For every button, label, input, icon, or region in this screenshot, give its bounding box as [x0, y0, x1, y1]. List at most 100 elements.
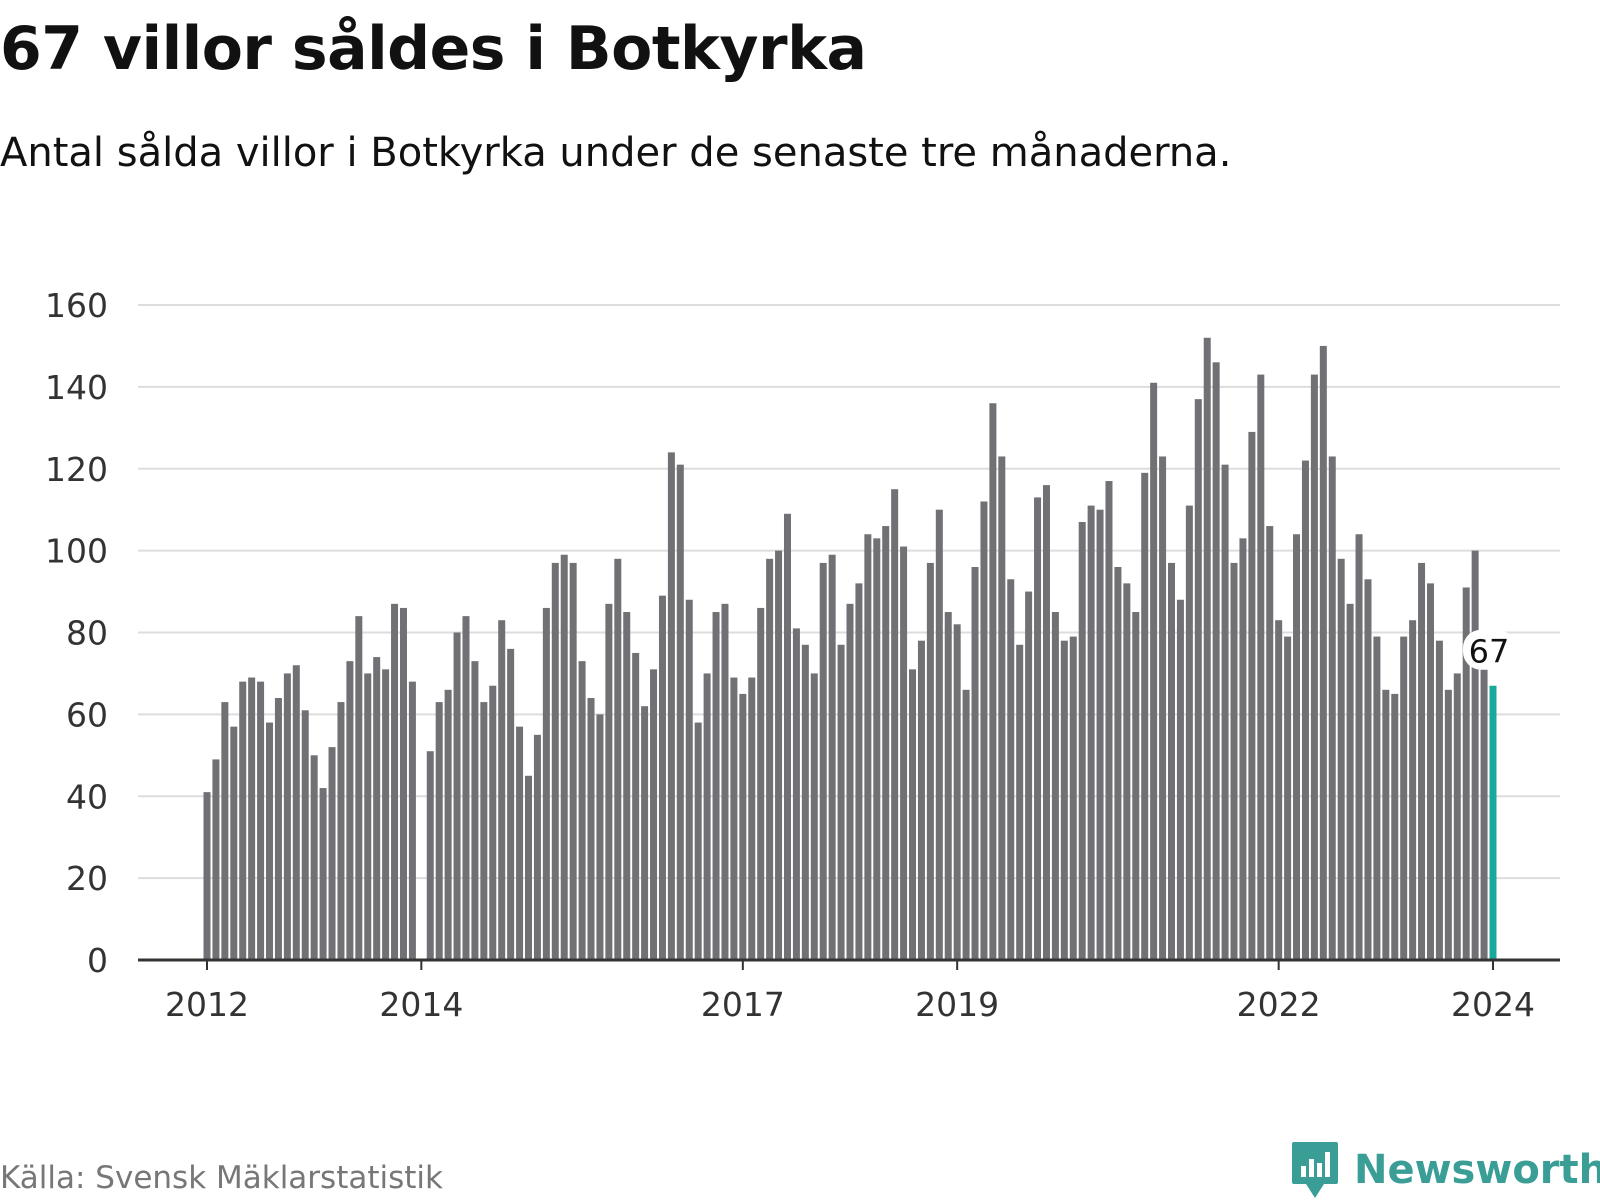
bar [1266, 526, 1274, 960]
bar [1319, 345, 1327, 960]
bar [435, 702, 443, 960]
bar [1257, 374, 1265, 960]
bar [364, 673, 372, 960]
bar [1426, 583, 1434, 960]
bar [1346, 603, 1354, 960]
bar [507, 648, 515, 960]
bar [1489, 685, 1497, 960]
x-tick-label: 2017 [701, 985, 785, 1024]
x-tick-label: 2014 [379, 985, 463, 1024]
bar [1453, 673, 1461, 960]
bar [1060, 640, 1068, 960]
bar [408, 681, 416, 960]
bar [426, 751, 434, 960]
bar [792, 628, 800, 960]
bar [1007, 579, 1015, 960]
y-tick-label: 80 [66, 614, 108, 653]
bar [1355, 534, 1363, 960]
bar [1373, 636, 1381, 960]
bar [917, 640, 925, 960]
bar [873, 538, 881, 960]
bar [310, 755, 318, 960]
bar-chart-logo-icon [1292, 1142, 1338, 1198]
bar [783, 513, 791, 960]
bar [1284, 636, 1292, 960]
bar [1078, 521, 1086, 960]
bar [1310, 374, 1318, 960]
bar [516, 726, 524, 960]
y-tick-label: 120 [45, 450, 108, 489]
bar [953, 624, 961, 960]
bar [1391, 693, 1399, 960]
bar [346, 661, 354, 960]
bar [391, 603, 399, 960]
bar [1185, 505, 1193, 960]
x-axis: 2012 2014 2017 2019 2022 2024 [138, 958, 1560, 1024]
bar [1435, 640, 1443, 960]
y-tick-label: 20 [66, 859, 108, 898]
bar [641, 706, 649, 960]
y-tick-label: 0 [87, 941, 108, 980]
bar [1042, 485, 1050, 960]
bar [685, 599, 693, 960]
bar [1462, 587, 1470, 960]
bar [382, 669, 390, 960]
bar [230, 726, 238, 960]
bar [1016, 644, 1024, 960]
bar [328, 747, 336, 960]
bar [221, 702, 229, 960]
bar [944, 612, 952, 960]
x-tick-label: 2012 [165, 985, 249, 1024]
bar [882, 526, 890, 960]
bar [1364, 579, 1372, 960]
bar [855, 583, 863, 960]
bar [1409, 620, 1417, 960]
bar [766, 558, 774, 960]
chart-subtitle: Antal sålda villor i Botkyrka under de s… [0, 130, 1232, 176]
bar [301, 710, 309, 960]
bar [1114, 567, 1122, 960]
bar [578, 661, 586, 960]
bar [1176, 599, 1184, 960]
bar [489, 685, 497, 960]
bar [266, 722, 274, 960]
bar [667, 452, 675, 960]
bar [212, 759, 220, 960]
bar [971, 567, 979, 960]
bar [355, 616, 363, 960]
bar [480, 702, 488, 960]
bar [712, 612, 720, 960]
bar [274, 698, 282, 960]
brand-logo: Newsworthy [1290, 1140, 1600, 1200]
bar [900, 546, 908, 960]
bar [257, 681, 265, 960]
bar [1105, 481, 1113, 960]
y-tick-label: 60 [66, 695, 108, 734]
bar [980, 501, 988, 960]
bar [926, 562, 934, 960]
bar [757, 607, 765, 960]
bar [1382, 689, 1390, 960]
bar [1034, 497, 1042, 960]
bar [471, 661, 479, 960]
bar [819, 562, 827, 960]
bar [1293, 534, 1301, 960]
bars [203, 337, 1497, 960]
bar [632, 652, 640, 960]
y-tick-label: 100 [45, 532, 108, 571]
bar [203, 792, 211, 960]
bar [569, 562, 577, 960]
bar [1069, 636, 1077, 960]
bar [596, 714, 604, 960]
bar [533, 734, 541, 960]
data-label-background [1463, 629, 1515, 670]
bar [703, 673, 711, 960]
bar [1221, 464, 1229, 960]
bar [283, 673, 291, 960]
bar [658, 595, 666, 960]
bar [962, 689, 970, 960]
bar [775, 550, 783, 960]
bar [444, 689, 452, 960]
bar [1159, 456, 1167, 960]
bar [935, 509, 943, 960]
